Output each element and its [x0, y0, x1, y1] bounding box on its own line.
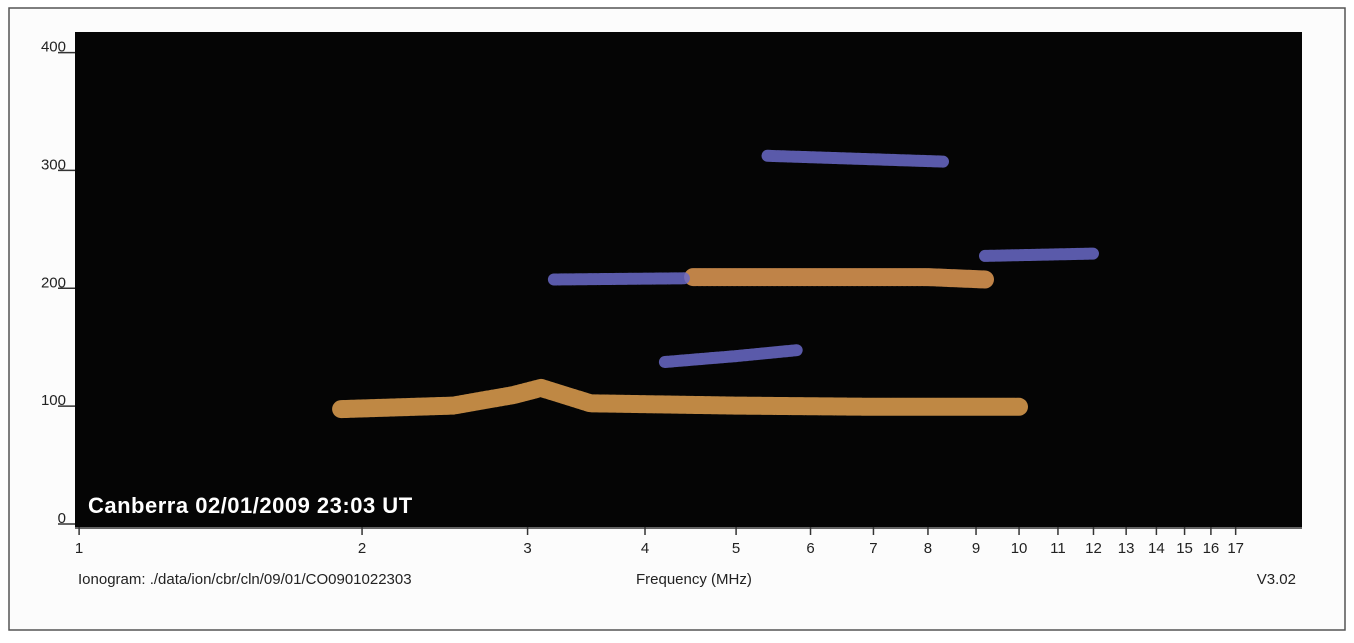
x-tick-label: 12	[1085, 540, 1102, 557]
traces	[332, 149, 1100, 419]
y-tick-label: 400	[41, 39, 66, 56]
x-axis-label: Frequency (MHz)	[636, 571, 752, 588]
y-tick-label: 200	[41, 274, 66, 291]
x-tick-label: 15	[1176, 540, 1193, 557]
x-tick-label: 9	[972, 540, 980, 557]
x-tick-label: 13	[1118, 540, 1135, 557]
x-tick-label: 2	[358, 540, 366, 557]
x-tick-label: 5	[732, 540, 740, 557]
x-tick-label: 17	[1227, 540, 1244, 557]
echo-trace	[658, 344, 803, 368]
x-tick-label: 10	[1011, 540, 1028, 557]
echo-trace	[332, 378, 1028, 419]
y-tick-label: 100	[41, 392, 66, 409]
station-label: Canberra 02/01/2009 23:03 UT	[88, 493, 413, 518]
source-label: Ionogram: ./data/ion/cbr/cln/09/01/CO090…	[78, 571, 412, 588]
echo-trace	[684, 268, 994, 289]
x-tick-label: 7	[869, 540, 877, 557]
x-tick-label: 14	[1148, 540, 1165, 557]
x-tick-label: 1	[75, 540, 83, 557]
y-tick-label: 300	[41, 156, 66, 173]
echo-trace	[547, 272, 690, 286]
x-tick-label: 3	[523, 540, 531, 557]
version-label: V3.02	[1257, 571, 1296, 588]
x-tick-label: 4	[641, 540, 649, 557]
echo-trace	[979, 247, 1100, 262]
x-tick-label: 8	[924, 540, 932, 557]
x-tick-label: 6	[806, 540, 814, 557]
y-tick-label: 0	[58, 510, 66, 527]
echo-trace	[761, 149, 949, 168]
x-tick-label: 16	[1203, 540, 1220, 557]
x-tick-label: 11	[1050, 540, 1066, 557]
